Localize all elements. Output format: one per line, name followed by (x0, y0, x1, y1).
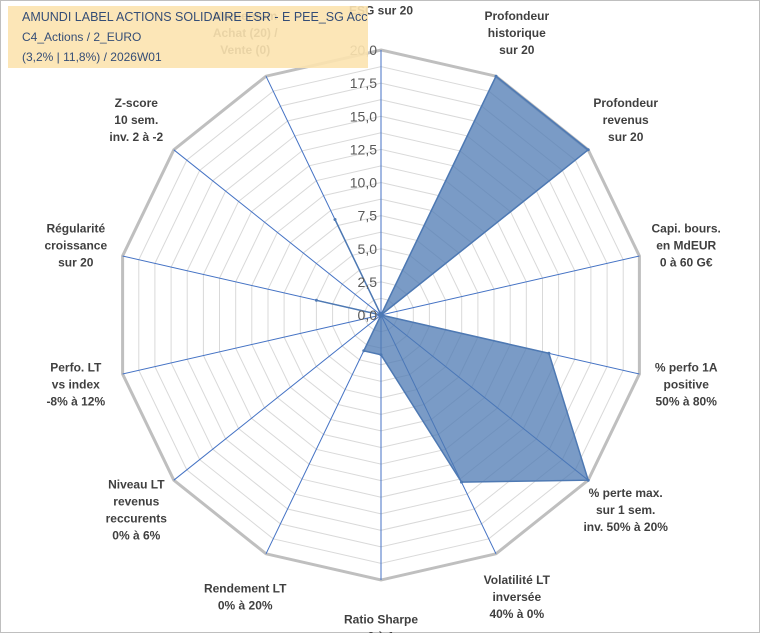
axis-label-line: Régularité (46, 221, 105, 235)
chart-title-line1: AMUNDI LABEL ACTIONS SOLIDAIRE ESR - E P… (22, 10, 368, 24)
series-area (316, 75, 590, 483)
axis-label-line: Capi. bours. (652, 221, 721, 235)
axis-label-line: 40% à 0% (489, 607, 544, 621)
axis-label: Perfo. LT vs index -8% à 12% (46, 361, 105, 409)
axis-label-line: revenus (113, 495, 159, 509)
tick-label: 17,5 (350, 75, 377, 91)
chart-title-line2: C4_Actions / 2_EURO (22, 30, 142, 44)
data-point (379, 313, 383, 317)
axis-label: Profondeur revenus sur 20 (593, 96, 658, 144)
axis-label-line: Volatilité LT (484, 573, 551, 587)
axis-label: Z-score 10 sem. inv. 2 à -2 (109, 96, 163, 144)
tick-label: 2,5 (358, 274, 378, 290)
axis-label-line: % perte max. (589, 486, 663, 500)
axis-label-line: sur 1 sem. (596, 503, 655, 517)
tick-label: 0,0 (358, 307, 378, 323)
data-point (379, 353, 383, 357)
tick-label: 5,0 (358, 241, 378, 257)
axis-label-line: revenus (603, 113, 649, 127)
tick-label: 7,5 (358, 208, 378, 224)
axis-label-line: Profondeur (593, 96, 658, 110)
axis-label-line: en MdEUR (656, 238, 716, 252)
axis-spoke (122, 314, 382, 375)
data-point (314, 298, 318, 302)
axis-label-line: Profondeur (484, 9, 549, 23)
axis-label-line: 0 à 1 (368, 630, 395, 633)
axis-label-line: inv. 50% à 20% (583, 520, 668, 534)
data-point (586, 148, 590, 152)
axis-label-line: sur 20 (608, 130, 644, 144)
axis-spoke (173, 149, 382, 316)
axis-label-line: inv. 2 à -2 (109, 130, 163, 144)
axis-label-line: Rendement LT (204, 582, 287, 596)
axis-label-line: reccurents (106, 512, 168, 526)
axis-label-line: Niveau LT (108, 478, 165, 492)
axis-label-line: -8% à 12% (46, 395, 105, 409)
axis-label-line: Ratio Sharpe (344, 613, 418, 627)
tick-label: 12,5 (350, 141, 377, 157)
axis-label-line: vs index (52, 378, 100, 392)
data-point (333, 218, 337, 221)
axis-label: Profondeur historique sur 20 (484, 9, 549, 57)
axis-label-line: sur 20 (499, 43, 535, 57)
data-point (362, 349, 366, 353)
axis-label-line: sur 20 (58, 255, 94, 269)
axis-label-line: 0% à 6% (112, 529, 160, 543)
axis-label: Volatilité LT inversée 40% à 0% (484, 573, 551, 621)
tick-label: 15,0 (350, 108, 377, 124)
axis-label: % perte max. sur 1 sem. inv. 50% à 20% (583, 486, 668, 534)
axis-label-line: Perfo. LT (50, 361, 102, 375)
axis-label-line: positive (664, 378, 710, 392)
axis-label: Rendement LT 0% à 20% (204, 582, 287, 613)
axis-label: Capi. bours. en MdEUR 0 à 60 G€ (652, 221, 721, 269)
axis-spoke (380, 255, 640, 316)
chart-title-box: AMUNDI LABEL ACTIONS SOLIDAIRE ESR - E P… (8, 6, 368, 68)
axis-spoke (173, 314, 382, 481)
data-point (460, 480, 463, 484)
chart-title-line3: (3,2% | 11,8%) / 2026W01 (22, 50, 162, 64)
data-point (547, 351, 551, 355)
axis-label-line: Z-score (115, 96, 159, 110)
data-point (494, 74, 498, 78)
data-point (586, 478, 590, 482)
axis-label-line: 0 à 60 G€ (660, 255, 713, 269)
radial-tick-labels: 0,02,55,07,510,012,515,017,520,0 (350, 42, 377, 323)
axis-label-line: historique (488, 26, 546, 40)
axis-label: Ratio Sharpe 0 à 1 (344, 613, 418, 633)
axis-label-line: inversée (492, 590, 541, 604)
axis-label: Niveau LT revenus reccurents 0% à 6% (106, 478, 168, 543)
axis-label-line: 50% à 80% (656, 395, 718, 409)
axis-label-line: 0% à 20% (218, 599, 273, 613)
axis-label-line: % perfo 1A (655, 361, 718, 375)
axis-label-line: croissance (44, 238, 107, 252)
axis-label: Régularité croissance sur 20 (44, 221, 107, 269)
axis-label-line: Note (368, 0, 395, 1)
tick-label: 10,0 (350, 175, 377, 191)
axis-spoke (265, 314, 382, 555)
radar-series-layer (314, 74, 590, 484)
axis-label: % perfo 1A positive 50% à 80% (655, 361, 718, 409)
axis-label-line: 10 sem. (114, 113, 158, 127)
